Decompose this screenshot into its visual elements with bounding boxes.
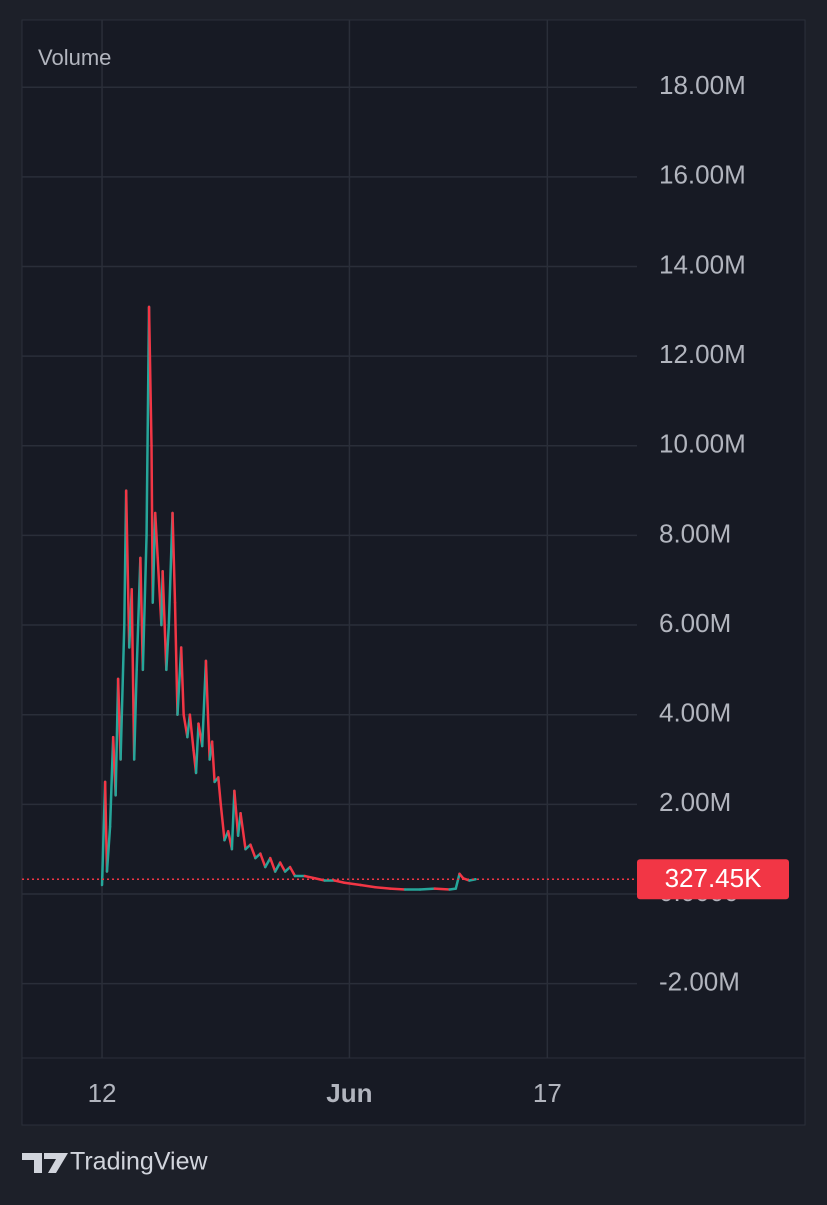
grid xyxy=(22,20,637,1058)
line-segment xyxy=(204,659,211,761)
x-tick-label: 12 xyxy=(88,1078,117,1108)
line-segment xyxy=(333,879,346,885)
y-tick-label: 18.00M xyxy=(659,70,746,100)
line-segment xyxy=(194,722,200,775)
line-segment xyxy=(303,874,317,880)
line-segment xyxy=(313,877,326,882)
line-segment xyxy=(124,489,131,649)
y-tick-label: -2.00M xyxy=(659,966,740,996)
line-segment xyxy=(418,887,437,891)
line-segment xyxy=(273,861,282,873)
x-tick-label: 17 xyxy=(533,1078,562,1108)
line-segment xyxy=(179,646,185,716)
y-tick-label: 6.00M xyxy=(659,608,731,638)
y-tick-label: 16.00M xyxy=(659,160,746,190)
line-segment xyxy=(374,885,392,890)
line-segment xyxy=(119,623,126,761)
marks xyxy=(100,305,477,891)
line-segment xyxy=(173,601,179,716)
line-segment xyxy=(288,865,297,878)
y-tick-label: 14.00M xyxy=(659,249,746,279)
line-segment xyxy=(454,872,461,890)
line-segment xyxy=(264,856,272,869)
pane-title: Volume xyxy=(38,45,111,70)
line-segment xyxy=(239,812,247,851)
line-segment xyxy=(165,623,171,672)
line-segment xyxy=(233,789,240,837)
line-segment xyxy=(259,852,267,869)
line-segment xyxy=(147,305,153,448)
line-segment xyxy=(249,843,257,860)
x-tick-label: Jun xyxy=(326,1078,372,1108)
line-segment xyxy=(217,776,223,806)
line-segment xyxy=(210,740,216,784)
line-segment xyxy=(188,713,195,752)
line-segment xyxy=(103,780,109,873)
line-segment xyxy=(388,887,407,891)
y-tick-label: 4.00M xyxy=(659,698,731,728)
last-value-box xyxy=(637,859,789,900)
line-segment xyxy=(343,881,362,887)
y-tick-label: 10.00M xyxy=(659,429,746,459)
y-tick-label: 2.00M xyxy=(659,787,731,817)
line-segment xyxy=(433,887,451,891)
line-segment xyxy=(269,856,277,873)
brand-name: TradingView xyxy=(70,1148,209,1176)
line-segment xyxy=(171,511,177,604)
y-tick-label: 8.00M xyxy=(659,518,731,548)
line-segment xyxy=(219,803,226,842)
line-segment xyxy=(278,861,287,873)
y-tick-label: 12.00M xyxy=(659,339,746,369)
last-value-label: 327.45K xyxy=(665,863,763,893)
line-segment xyxy=(105,825,112,873)
line-segment xyxy=(359,883,377,889)
line-segment xyxy=(161,570,168,672)
line-segment xyxy=(132,668,138,761)
line-segment xyxy=(141,534,148,672)
line-segment xyxy=(153,511,159,560)
brand-logo xyxy=(22,1153,68,1173)
